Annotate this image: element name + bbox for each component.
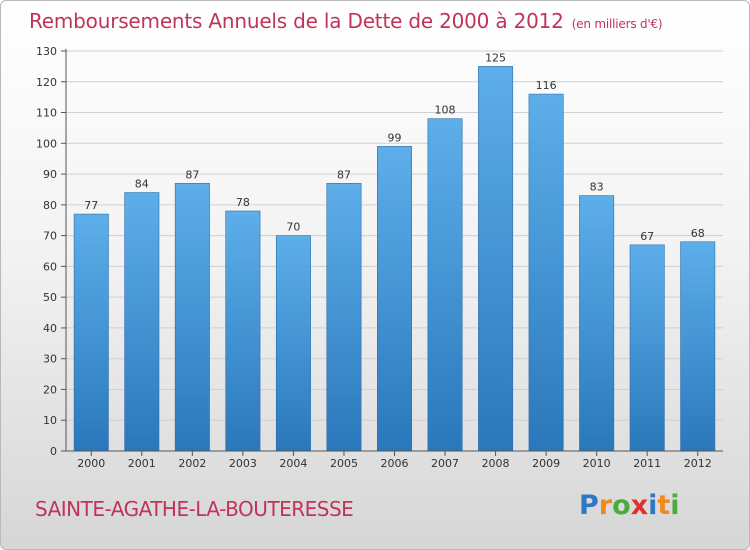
x-tick-label: 2001 <box>128 457 156 470</box>
proxiti-logo[interactable]: Proxiti <box>579 490 680 521</box>
logo-letter: o <box>612 490 631 521</box>
logo-letter: i <box>648 490 658 521</box>
bar-value-label: 87 <box>337 168 351 181</box>
bar-2005 <box>326 183 362 452</box>
logo-letter: r <box>598 490 613 521</box>
bar-2002 <box>174 183 210 452</box>
x-tick-label: 2004 <box>279 457 307 470</box>
bar-value-label: 70 <box>286 221 300 234</box>
commune-name: SAINTE-AGATHE-LA-BOUTERESSE <box>35 497 354 521</box>
y-tick-label: 0 <box>50 445 57 458</box>
logo-letter: x <box>630 490 649 521</box>
y-tick-label: 30 <box>43 353 57 366</box>
y-tick-label: 110 <box>36 107 57 120</box>
bar-2009 <box>528 93 564 452</box>
bar-value-label: 125 <box>485 51 506 64</box>
x-tick-label: 2006 <box>381 457 409 470</box>
x-tick-label: 2000 <box>77 457 105 470</box>
bar-2012 <box>680 241 716 452</box>
x-tick-label: 2007 <box>431 457 459 470</box>
y-tick-label: 100 <box>36 137 57 150</box>
bar-value-label: 108 <box>435 104 456 117</box>
bar-2006 <box>377 146 412 452</box>
chart-title: Remboursements Annuels de la Dette de 20… <box>29 9 663 33</box>
bar-value-label: 68 <box>691 227 705 240</box>
chart-title-text: Remboursements Annuels de la Dette de 20… <box>29 9 564 33</box>
x-tick-label: 2003 <box>229 457 257 470</box>
bar-value-label: 116 <box>536 79 557 92</box>
x-axis-ticks: 2000 2001 2002 2003 2004 2005 2006 2007 2008 2009… <box>77 451 712 470</box>
y-tick-label: 130 <box>36 45 57 58</box>
x-tick-label: 2002 <box>178 457 206 470</box>
bar-2001 <box>124 192 160 452</box>
bar-2011 <box>629 244 665 452</box>
bar-value-label: 83 <box>590 181 604 194</box>
bar-2004 <box>275 235 311 452</box>
y-tick-label: 90 <box>43 168 57 181</box>
y-tick-label: 120 <box>36 76 57 89</box>
bar-value-label: 67 <box>640 230 654 243</box>
x-tick-label: 2008 <box>482 457 510 470</box>
logo-letter: t <box>657 490 671 521</box>
y-tick-label: 70 <box>43 230 57 243</box>
axes <box>65 49 723 452</box>
chart-unit: (en milliers d'€) <box>571 17 663 31</box>
bar-2010 <box>579 195 615 452</box>
logo-letter: P <box>579 490 599 521</box>
x-tick-label: 2005 <box>330 457 358 470</box>
x-tick-label: 2011 <box>633 457 661 470</box>
x-tick-label: 2009 <box>532 457 560 470</box>
x-tick-label: 2012 <box>684 457 712 470</box>
bar-value-label: 87 <box>185 168 199 181</box>
y-tick-label: 50 <box>43 291 57 304</box>
bar-2007 <box>427 118 463 452</box>
y-tick-label: 60 <box>43 260 57 273</box>
bar-value-label: 78 <box>236 196 250 209</box>
x-tick-label: 2010 <box>583 457 611 470</box>
y-axis-ticks: 0 10 20 30 40 50 60 70 80 90 100 110 120 130 <box>36 45 66 458</box>
logo-letter: i <box>670 490 680 521</box>
bar-2008 <box>478 66 514 452</box>
y-tick-label: 80 <box>43 199 57 212</box>
bar-value-label: 99 <box>388 131 402 144</box>
y-tick-label: 10 <box>43 414 57 427</box>
y-tick-label: 20 <box>43 383 57 396</box>
bar-value-label: 84 <box>135 178 149 191</box>
y-tick-label: 40 <box>43 322 57 335</box>
bar-value-label: 77 <box>84 199 98 212</box>
bars: 77 84 87 78 70 87 99 108 125 116 83 67 68 <box>73 51 716 452</box>
bar-2000 <box>73 213 109 452</box>
bar-2003 <box>225 210 261 452</box>
